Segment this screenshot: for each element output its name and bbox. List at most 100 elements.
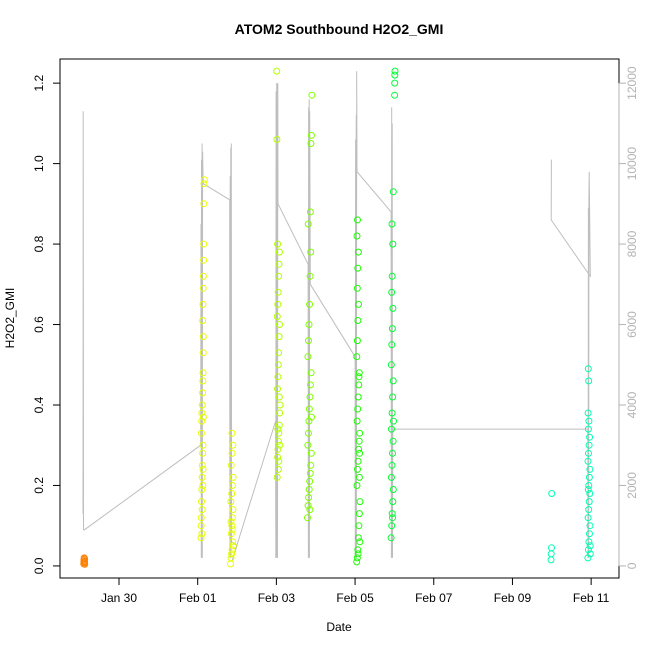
data-point — [354, 534, 362, 542]
data-point — [273, 67, 281, 75]
x-tick-label: Feb 05 — [336, 591, 374, 605]
data-point — [355, 473, 363, 481]
data-point — [304, 502, 312, 510]
y-axis-label: H2O2_GMI — [3, 288, 17, 349]
data-point — [228, 449, 236, 457]
data-point — [387, 534, 395, 542]
data-point — [307, 381, 314, 389]
data-point — [306, 300, 314, 308]
data-point — [199, 389, 206, 397]
data-point — [198, 401, 206, 409]
data-point — [198, 486, 206, 493]
data-point — [586, 465, 594, 473]
data-point — [199, 482, 207, 489]
data-point — [308, 413, 315, 421]
data-point — [199, 284, 207, 292]
data-point — [585, 482, 593, 489]
data-point — [586, 542, 594, 550]
data-point — [548, 490, 556, 497]
data-point — [275, 349, 283, 357]
data-point — [305, 321, 313, 328]
data-point — [584, 486, 592, 493]
data-point — [228, 490, 236, 497]
data-point — [200, 256, 208, 264]
data-point — [354, 248, 362, 256]
data-point — [229, 542, 237, 550]
data-point — [584, 457, 592, 465]
data-point — [228, 514, 236, 522]
y-tick-label: 0.8 — [32, 235, 46, 252]
data-point — [353, 337, 361, 345]
data-point — [200, 200, 208, 208]
data-point — [305, 494, 313, 501]
data-point — [388, 272, 396, 280]
data-point — [354, 393, 362, 401]
data-point — [354, 546, 362, 554]
x-tick-label: Feb 03 — [258, 591, 296, 605]
data-point — [355, 373, 363, 381]
data-point — [227, 530, 235, 538]
data-point — [585, 449, 592, 457]
data-point — [304, 429, 312, 437]
y2-tick-label: 0 — [625, 562, 639, 569]
data-point — [391, 79, 399, 87]
data-point — [199, 300, 207, 308]
data-point — [275, 457, 283, 465]
x-tick-label: Feb 01 — [179, 591, 217, 605]
data-point — [81, 557, 88, 565]
data-point — [354, 317, 362, 324]
data-point — [305, 337, 312, 345]
data-point — [274, 453, 282, 461]
data-point — [355, 437, 363, 445]
data-point — [274, 240, 282, 248]
data-point — [584, 514, 592, 522]
data-point — [275, 429, 283, 437]
altitude-trace — [82, 71, 591, 563]
data-point — [585, 506, 593, 514]
data-point — [274, 300, 282, 308]
x-tick-label: Feb 11 — [573, 591, 610, 605]
data-point — [389, 486, 397, 493]
data-point — [304, 441, 312, 449]
data-point — [199, 413, 207, 421]
data-point — [355, 369, 363, 377]
data-point — [584, 546, 592, 554]
data-point — [355, 300, 362, 308]
data-point — [355, 445, 363, 453]
data-point — [387, 473, 395, 481]
data-point — [390, 417, 397, 425]
data-point — [227, 498, 235, 506]
data-point — [275, 393, 283, 401]
y2-tick-label: 4000 — [625, 391, 639, 418]
data-point — [389, 514, 396, 522]
data-point — [275, 260, 283, 268]
data-point — [228, 550, 236, 558]
data-point — [274, 425, 282, 433]
data-point — [354, 405, 362, 413]
data-point — [307, 140, 315, 147]
data-point — [356, 449, 364, 457]
y2-tick-label: 8000 — [625, 230, 639, 257]
data-point — [586, 433, 594, 441]
data-point — [389, 437, 397, 445]
data-point — [198, 461, 206, 469]
data-point — [586, 530, 593, 538]
data-point — [388, 425, 395, 433]
data-point — [274, 437, 282, 445]
data-point — [273, 313, 281, 320]
data-point — [586, 550, 594, 558]
data-point — [307, 131, 315, 139]
data-point — [197, 514, 205, 522]
altitude-line — [82, 71, 591, 563]
data-point — [388, 325, 396, 333]
data-point — [199, 349, 207, 357]
data-point — [304, 514, 311, 522]
y-tick-label: 1.0 — [32, 155, 46, 172]
data-point — [274, 385, 281, 393]
data-point — [306, 393, 314, 401]
data-point — [198, 498, 205, 506]
data-point — [229, 482, 236, 489]
data-point — [229, 506, 237, 514]
data-point — [199, 377, 207, 385]
